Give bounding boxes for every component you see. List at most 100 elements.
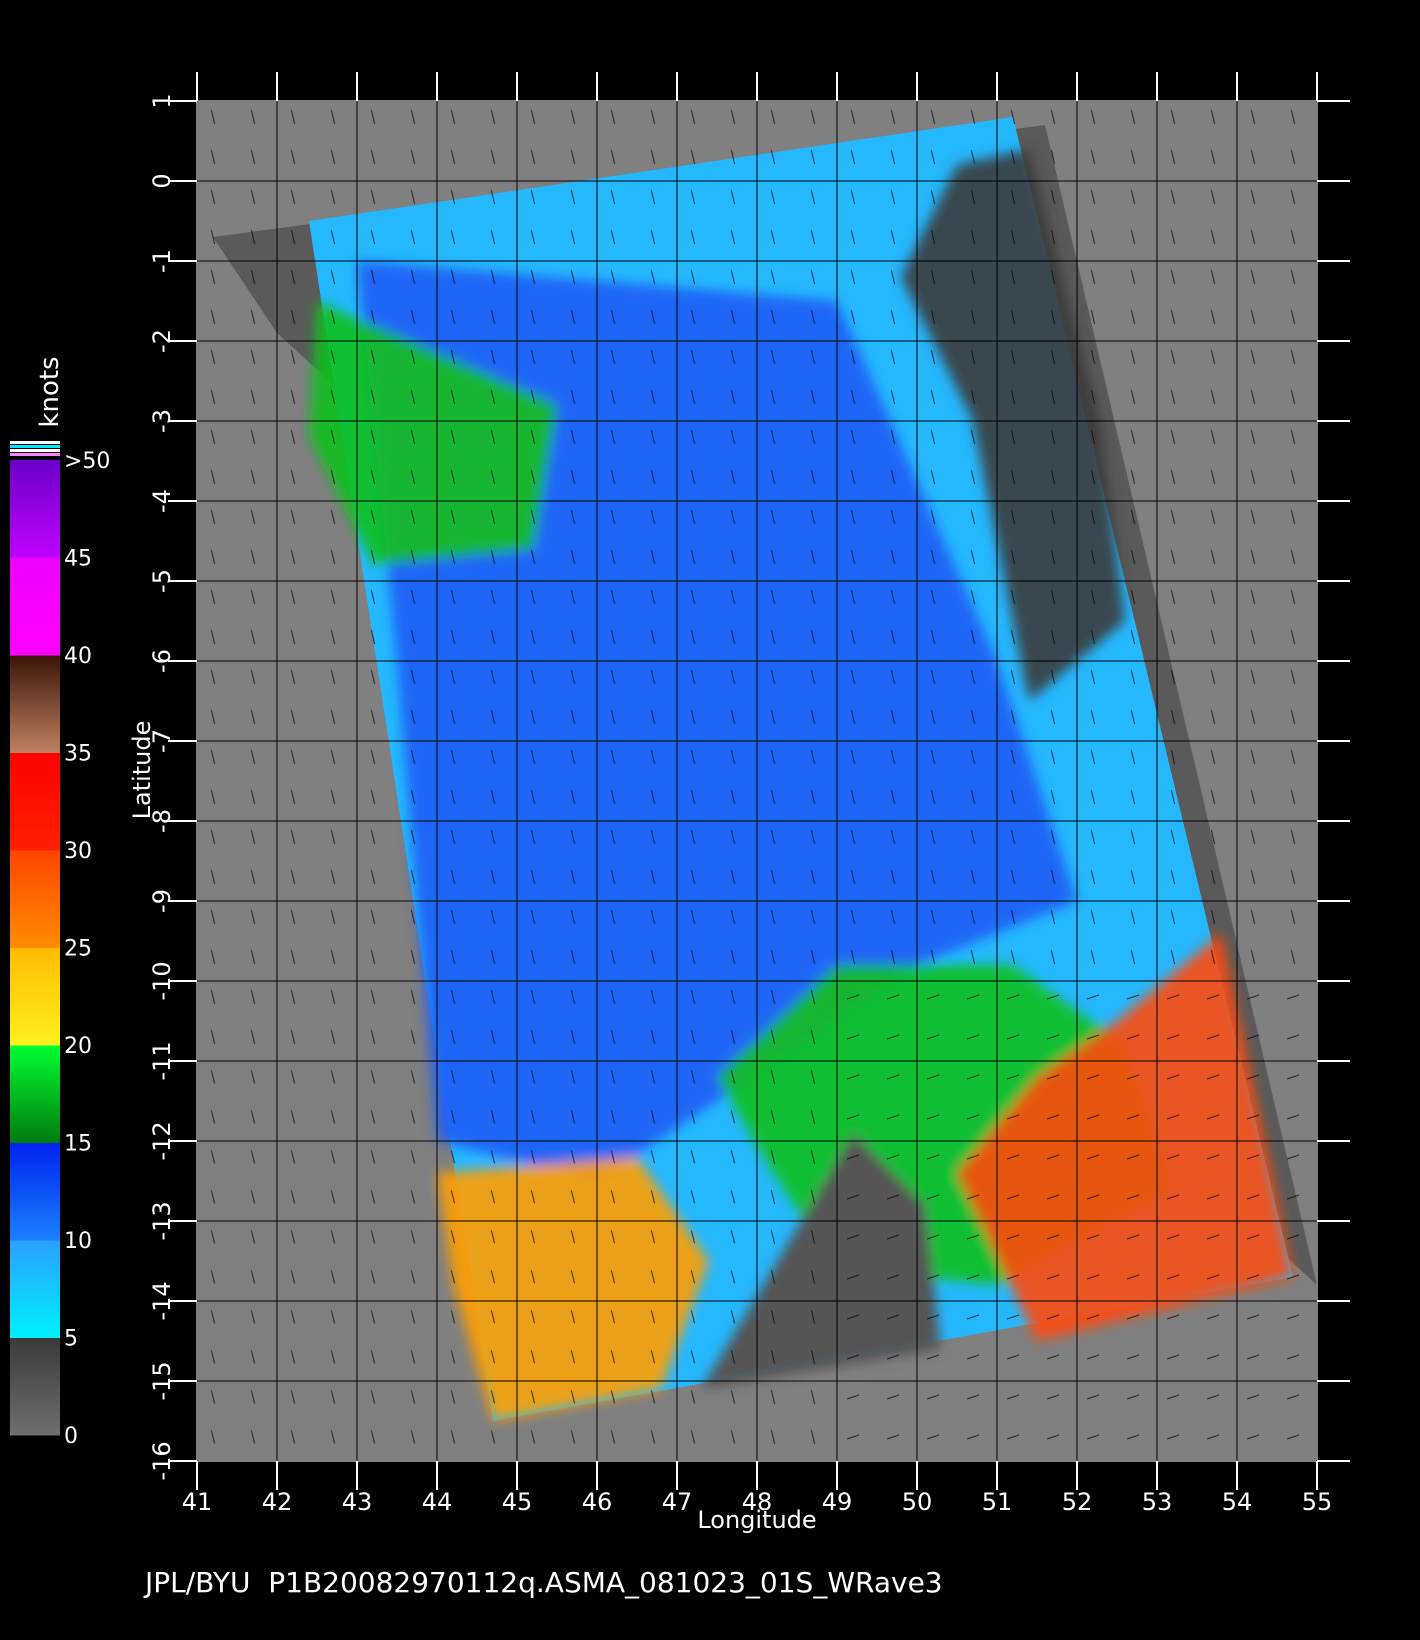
- wind-vector: [251, 589, 255, 605]
- wind-vector: [771, 949, 775, 965]
- wind-vector: [1251, 429, 1255, 445]
- wind-vector: [451, 1390, 455, 1404]
- wind-vector: [1171, 549, 1175, 565]
- wind-vector: [1126, 994, 1140, 1000]
- wind-vector: [1246, 1274, 1260, 1280]
- wind-vector: [371, 549, 375, 565]
- wind-vector: [931, 549, 935, 565]
- wind-vector: [611, 1270, 615, 1284]
- colorbar-overflow-stripe: [10, 441, 60, 444]
- wind-vector: [211, 549, 215, 565]
- colorbar-band: [10, 1142, 60, 1241]
- wind-vector: [411, 469, 415, 485]
- wind-vector: [251, 1190, 255, 1204]
- wind-vector: [531, 1150, 535, 1164]
- wind-vector: [451, 189, 455, 205]
- wind-vector: [1126, 1314, 1140, 1320]
- wind-vector: [1051, 869, 1055, 885]
- wind-vector: [611, 429, 615, 445]
- wind-vector: [211, 1150, 215, 1164]
- wind-vector: [971, 509, 975, 525]
- wind-vector: [211, 309, 215, 325]
- wind-vector: [1171, 109, 1175, 125]
- wind-vector: [1131, 109, 1135, 125]
- wind-vector: [251, 989, 255, 1005]
- wind-vector: [211, 1350, 215, 1364]
- wind-vector: [211, 149, 215, 165]
- wind-vector: [251, 949, 255, 965]
- wind-vector: [491, 469, 495, 485]
- x-tick-label: 46: [582, 1488, 613, 1516]
- wind-vector: [531, 1350, 535, 1364]
- wind-vector: [491, 229, 495, 245]
- wind-vector: [211, 1430, 215, 1444]
- wind-vector: [1011, 949, 1015, 965]
- wind-vector: [771, 669, 775, 685]
- wind-vector: [1211, 469, 1215, 485]
- wind-vector: [1046, 1154, 1060, 1160]
- wind-vector: [1251, 229, 1255, 245]
- wind-vector: [491, 789, 495, 805]
- wind-vector: [1286, 1434, 1300, 1440]
- wind-vector: [651, 469, 655, 485]
- wind-vector: [531, 1110, 535, 1124]
- wind-vector: [531, 1029, 535, 1045]
- wind-vector: [1051, 829, 1055, 845]
- wind-vector: [851, 549, 855, 565]
- wind-region: NW green patches: [309, 301, 557, 565]
- colorbar-band: [10, 1240, 60, 1338]
- wind-vector: [651, 349, 655, 365]
- wind-vector: [611, 1390, 615, 1404]
- wind-vector: [691, 1390, 695, 1404]
- wind-vector: [771, 389, 775, 405]
- wind-vector: [491, 549, 495, 565]
- wind-vector: [531, 549, 535, 565]
- wind-vector: [731, 1110, 735, 1124]
- wind-vector: [771, 429, 775, 445]
- wind-vector: [1291, 429, 1295, 445]
- wind-vector: [771, 909, 775, 925]
- wind-vector: [1091, 949, 1095, 965]
- wind-vector: [491, 1270, 495, 1284]
- wind-vector: [851, 429, 855, 445]
- wind-vector: [926, 1394, 940, 1400]
- wind-vector: [251, 429, 255, 445]
- wind-vector: [1051, 669, 1055, 685]
- wind-vector: [1131, 509, 1135, 525]
- wind-vector: [331, 389, 335, 405]
- wind-vector: [771, 149, 775, 165]
- wind-vector: [451, 629, 455, 645]
- wind-vector: [371, 1390, 375, 1404]
- wind-vector: [851, 749, 855, 765]
- wind-vector: [411, 1230, 415, 1244]
- wind-vector: [1171, 709, 1175, 725]
- colorbar-overflow-stripe: [10, 453, 60, 456]
- wind-vector: [691, 149, 695, 165]
- wind-vector: [731, 549, 735, 565]
- wind-vector: [1006, 1314, 1020, 1320]
- wind-vector: [731, 789, 735, 805]
- wind-vector: [451, 1070, 455, 1084]
- wind-vector: [1011, 709, 1015, 725]
- wind-vector: [1246, 1354, 1260, 1360]
- wind-vector: [1131, 869, 1135, 885]
- wind-vector: [851, 909, 855, 925]
- wind-vector: [966, 1314, 980, 1320]
- wind-vector: [331, 709, 335, 725]
- wind-vector: [1126, 1434, 1140, 1440]
- wind-vector: [931, 189, 935, 205]
- wind-vector: [1251, 149, 1255, 165]
- wind-vector: [571, 309, 575, 325]
- wind-vector: [811, 949, 815, 965]
- wind-vector: [291, 549, 295, 565]
- wind-vector: [411, 949, 415, 965]
- wind-vector: [1166, 1234, 1180, 1240]
- wind-vector: [886, 1154, 900, 1160]
- wind-vector: [731, 1270, 735, 1284]
- wind-vector: [1291, 109, 1295, 125]
- wind-vector: [491, 189, 495, 205]
- wind-vector: [371, 749, 375, 765]
- wind-vector: [1251, 869, 1255, 885]
- wind-vector: [531, 229, 535, 245]
- wind-vector: [811, 1269, 815, 1285]
